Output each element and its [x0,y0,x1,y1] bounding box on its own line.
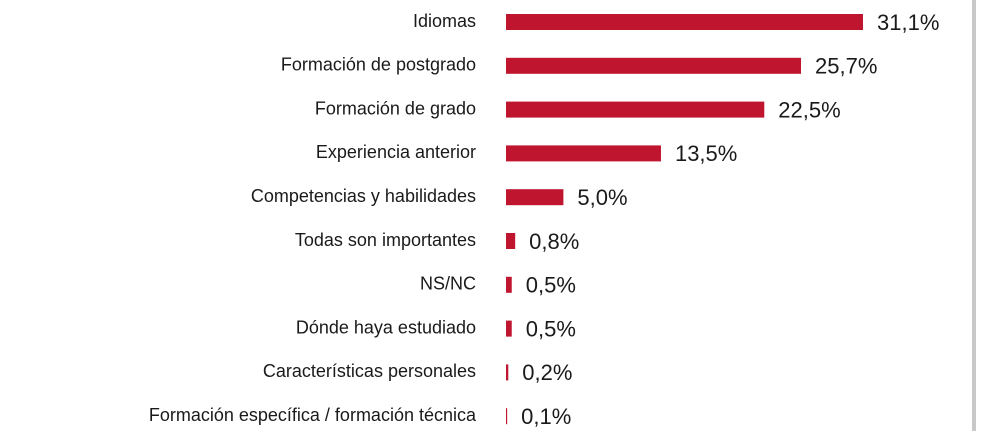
category-label: Idiomas [413,11,476,31]
category-label: Formación específica / formación técnica [149,405,477,425]
category-label: NS/NC [420,274,476,294]
category-label: Formación de grado [315,98,476,118]
frame-edge [972,0,976,431]
value-label: 31,1% [877,10,939,35]
value-label: 22,5% [778,97,840,122]
bar [506,276,512,293]
category-label: Formación de postgrado [281,55,476,75]
bar [506,14,863,30]
value-label: 13,5% [675,141,737,166]
category-label: Todas son importantes [295,230,476,250]
value-label: 25,7% [815,54,877,79]
bar [506,189,564,206]
bar [506,145,661,162]
value-label: 0,2% [522,360,572,385]
category-label: Competencias y habilidades [251,186,476,206]
bar [506,57,802,74]
value-label: 5,0% [577,185,627,210]
category-label: Experiencia anterior [316,142,476,162]
bar [506,233,516,249]
value-label: 0,1% [521,404,571,429]
value-label: 0,5% [526,273,576,298]
category-label: Características personales [263,361,476,381]
bar [506,364,509,381]
bar [506,408,508,425]
value-label: 0,5% [526,316,576,341]
category-label: Dónde haya estudiado [296,317,476,337]
value-label: 0,8% [529,229,579,254]
bar [506,320,512,337]
bar [506,101,765,118]
